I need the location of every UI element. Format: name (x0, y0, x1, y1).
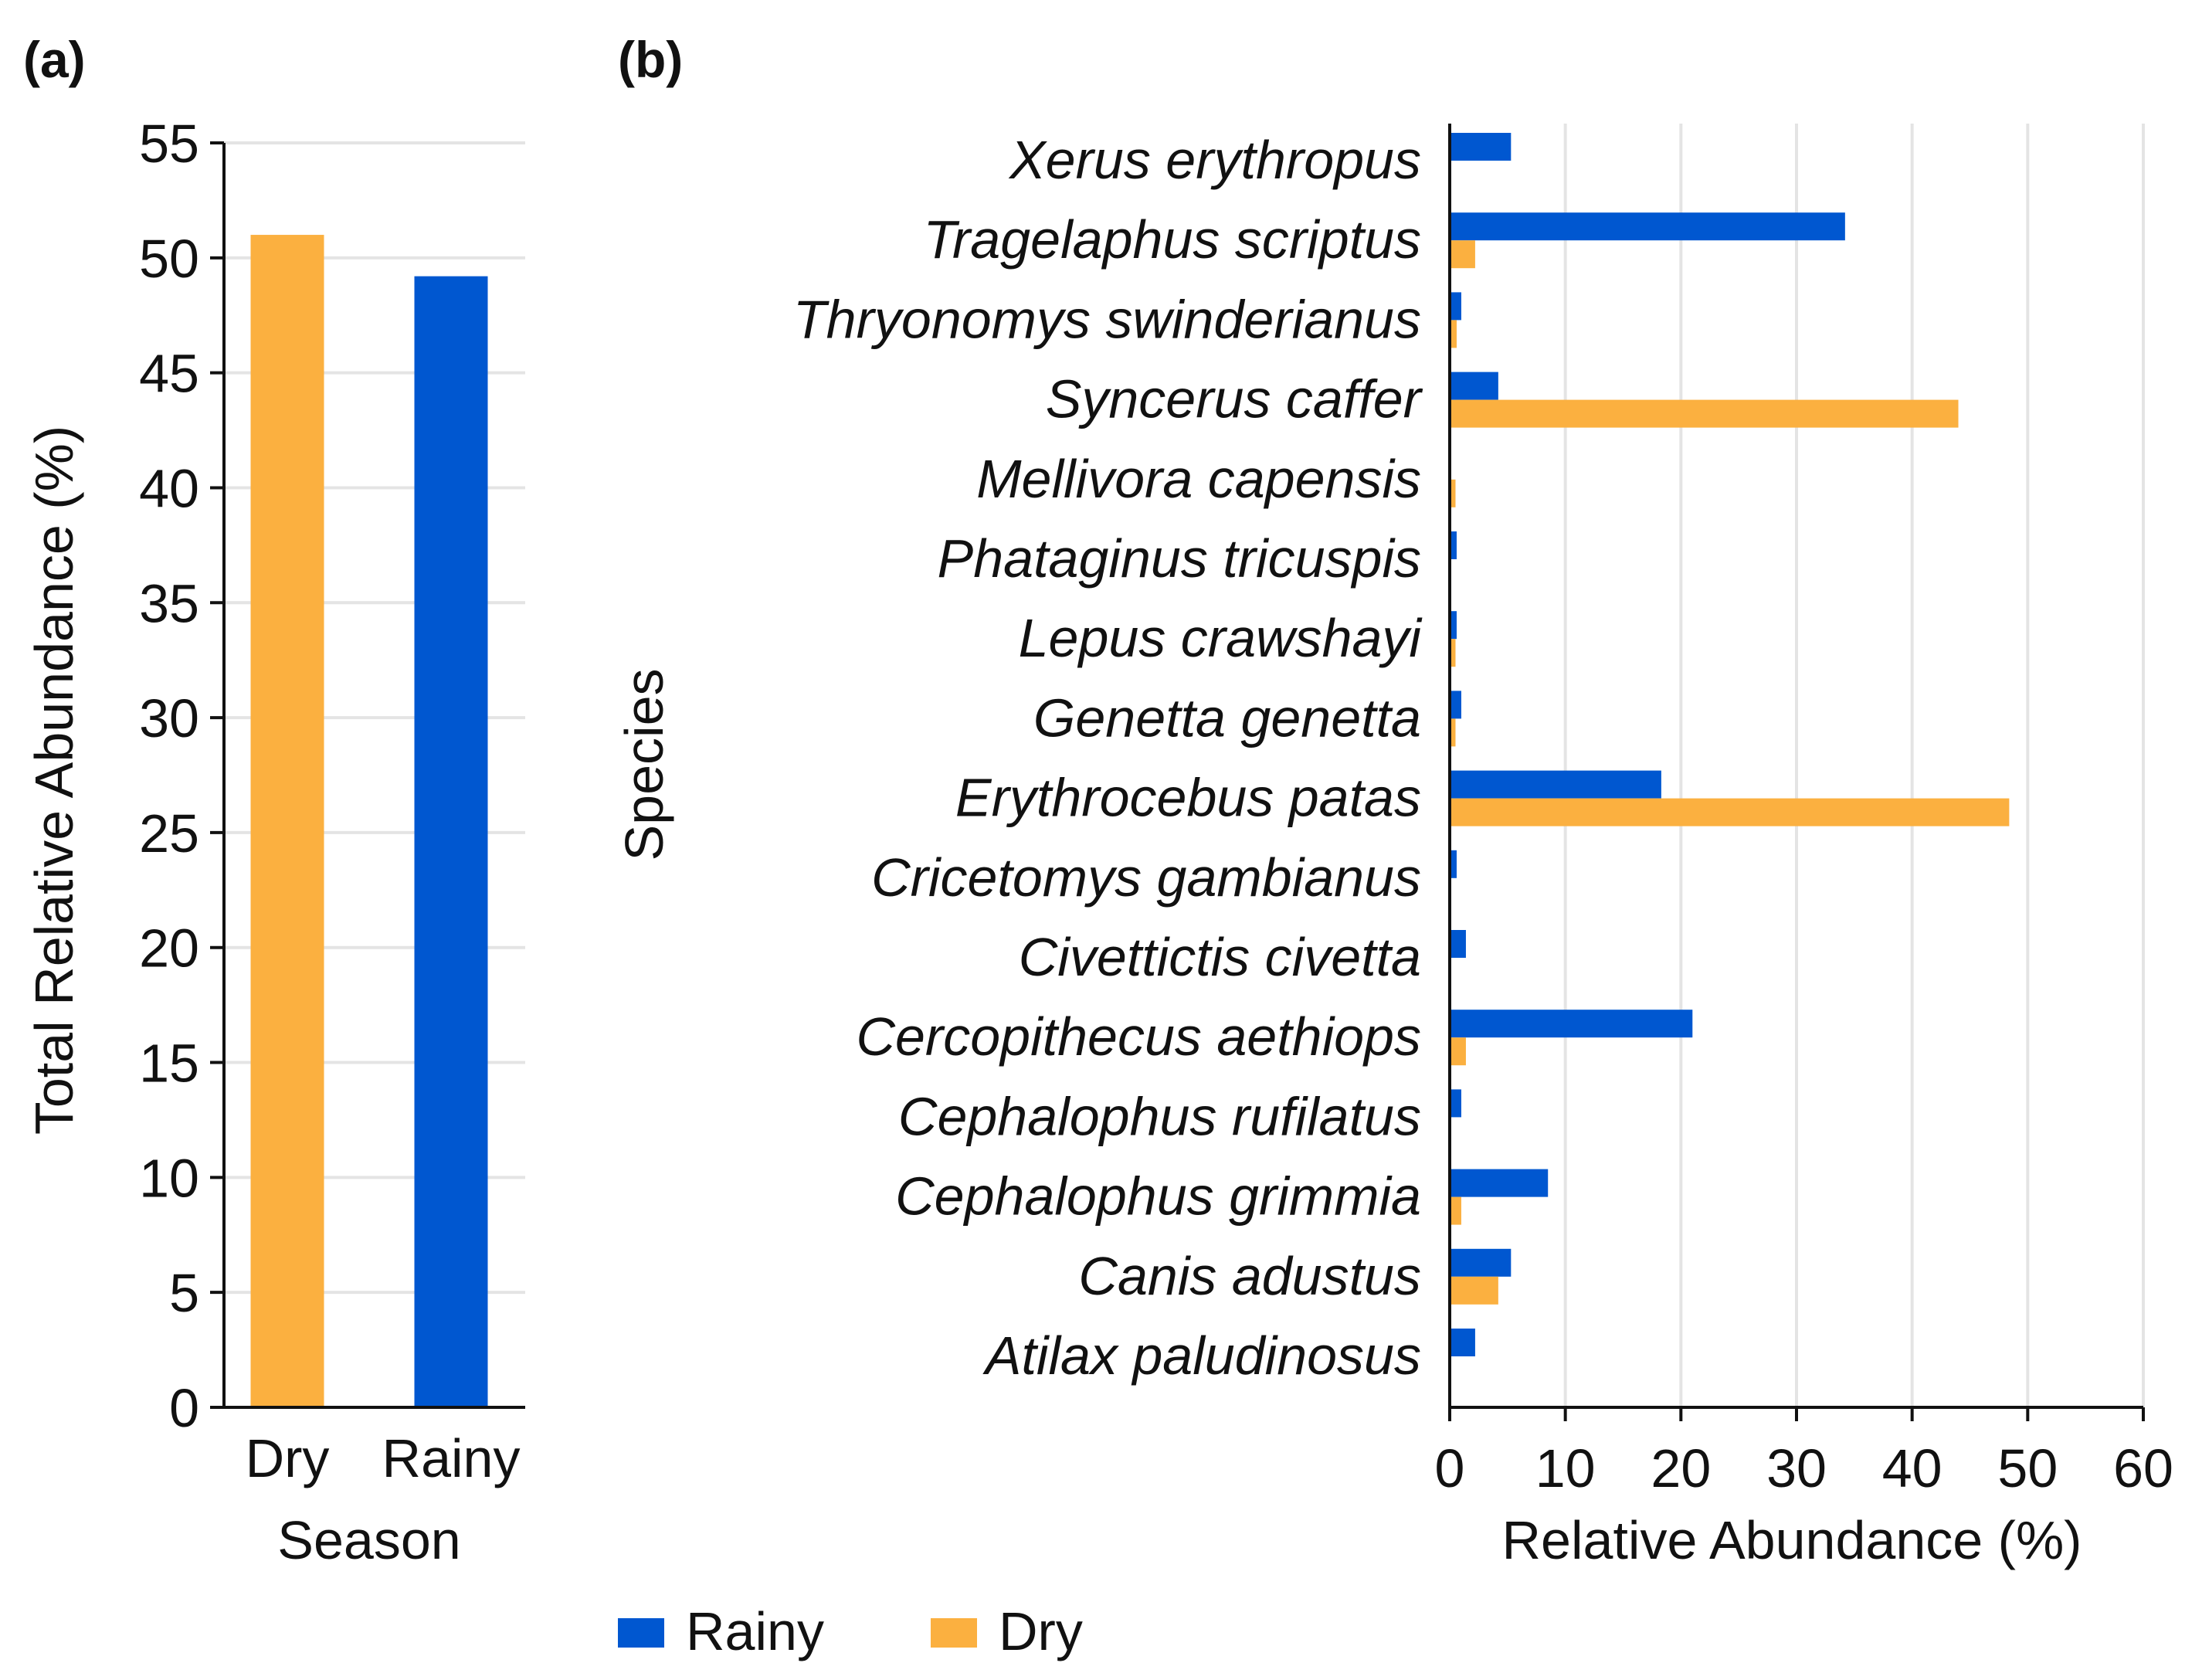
panel-b-x-tick-label: 60 (2113, 1438, 2173, 1498)
legend: Rainy Dry (618, 1601, 1083, 1661)
bar-dry-lepus-crawshayi (1450, 639, 1456, 667)
panel-a-y-tick-label: 45 (139, 344, 199, 404)
panel-a-label: (a) (23, 31, 86, 88)
bar-rainy-cephalophus-rufilatus (1450, 1089, 1461, 1118)
bar-rainy-thryonomys-swinderianus (1450, 292, 1461, 321)
panel-a-y-tick-label: 35 (139, 573, 199, 633)
species-label: Cephalophus rufilatus (898, 1086, 1421, 1146)
panel-b-label: (b) (618, 31, 683, 88)
species-label: Lepus crawshayi (1019, 608, 1423, 668)
bar-rainy-tragelaphus-scriptus (1450, 212, 1845, 241)
panel-b-x-tick-label: 50 (1997, 1438, 2058, 1498)
bar-dry-cephalophus-grimmia (1450, 1196, 1461, 1225)
bar-rainy (414, 276, 488, 1407)
bar-rainy-civettictis-civetta (1450, 930, 1466, 958)
panel-a-bars (250, 235, 488, 1407)
bar-dry-thryonomys-swinderianus (1450, 320, 1457, 348)
species-label: Erythrocebus patas (955, 768, 1421, 828)
panel-b-bars (1450, 133, 2010, 1356)
bar-rainy-genetta-genetta (1450, 691, 1461, 719)
panel-b-x-tick-label: 0 (1435, 1438, 1465, 1498)
bar-dry-canis-adustus (1450, 1276, 1498, 1305)
panel-a-axes (222, 143, 525, 1409)
bar-dry-cercopithecus-aethiops (1450, 1037, 1466, 1066)
panel-a-y-tick-label: 50 (139, 229, 199, 289)
bar-rainy-cephalophus-grimmia (1450, 1169, 1549, 1197)
bar-rainy-phataginus-tricuspis (1450, 531, 1457, 559)
species-label: Mellivora capensis (976, 449, 1421, 509)
panel-a-x-tick-label: Rainy (382, 1428, 521, 1488)
panel-a-y-tick-label: 0 (169, 1378, 199, 1438)
panel-b-gridlines (1563, 124, 2145, 1407)
bar-rainy-cricetomys-gambianus (1450, 850, 1457, 878)
species-label: Thryonomys swinderianus (793, 289, 1421, 349)
bar-dry-erythrocebus-patas (1450, 798, 2010, 826)
bar-dry-mellivora-capensis (1450, 479, 1456, 507)
panel-b: (b) Xerus erythropus Tragelaphus scriptus… (614, 31, 2173, 1570)
panel-b-y-axis-title: Species (614, 668, 674, 860)
panel-a: (a) 0 5 10 15 20 25 30 35 40 45 50 55 Dry Rainy Seas… (23, 31, 525, 1570)
bar-rainy-canis-adustus (1450, 1248, 1512, 1277)
species-label: Cephalophus grimmia (895, 1166, 1421, 1227)
panel-a-y-tick-label: 25 (139, 803, 199, 864)
panel-a-y-tick-label: 15 (139, 1033, 199, 1094)
panel-b-x-ticks: 0 10 20 30 40 50 60 (1435, 1407, 2173, 1498)
legend-label-dry: Dry (999, 1601, 1083, 1661)
bar-dry-syncerus-caffer (1450, 399, 1959, 428)
bar-rainy-syncerus-caffer (1450, 372, 1498, 400)
legend-swatch-rainy (618, 1618, 664, 1648)
species-label: Atilax paludinosus (982, 1325, 1421, 1386)
legend-swatch-dry (931, 1618, 977, 1648)
panel-a-x-ticks: Dry Rainy (246, 1428, 521, 1488)
bar-rainy-lepus-crawshayi (1450, 611, 1457, 640)
bar-rainy-erythrocebus-patas (1450, 770, 1661, 799)
bar-rainy-xerus-erythropus (1450, 133, 1512, 161)
panel-b-x-tick-label: 10 (1535, 1438, 1596, 1498)
panel-b-species-labels: Xerus erythropus Tragelaphus scriptus Thry… (793, 130, 1423, 1386)
bar-rainy-cercopithecus-aethiops (1450, 1010, 1693, 1038)
species-label: Xerus erythropus (1008, 130, 1421, 190)
bar-dry-genetta-genetta (1450, 718, 1456, 747)
species-label: Genetta genetta (1033, 687, 1421, 748)
species-label: Civettictis civetta (1019, 927, 1421, 987)
bar-rainy-atilax-paludinosus (1450, 1329, 1475, 1356)
panel-a-y-ticks: 0 5 10 15 20 25 30 35 40 45 50 55 (139, 114, 224, 1438)
species-label: Tragelaphus scriptus (923, 209, 1421, 270)
species-label: Canis adustus (1078, 1246, 1421, 1306)
panel-a-x-axis-title: Season (277, 1510, 460, 1570)
panel-a-y-tick-label: 10 (139, 1148, 199, 1208)
panel-b-x-tick-label: 40 (1882, 1438, 1942, 1498)
panel-a-y-tick-label: 20 (139, 918, 199, 979)
species-label: Cricetomys gambianus (871, 847, 1421, 908)
panel-a-x-tick-label: Dry (246, 1428, 330, 1488)
species-label: Phataginus tricuspis (938, 528, 1421, 589)
panel-a-y-tick-label: 55 (139, 114, 199, 174)
panel-b-x-axis-title: Relative Abundance (%) (1502, 1510, 2082, 1570)
panel-a-y-tick-label: 30 (139, 688, 199, 748)
species-label: Cercopithecus aethiops (856, 1006, 1421, 1067)
bar-dry (250, 235, 324, 1407)
species-label: Syncerus caffer (1046, 369, 1423, 429)
panel-b-x-tick-label: 20 (1651, 1438, 1711, 1498)
panel-b-x-tick-label: 30 (1766, 1438, 1827, 1498)
bar-dry-tragelaphus-scriptus (1450, 240, 1475, 269)
panel-a-y-axis-title: Total Relative Abundance (%) (24, 426, 84, 1135)
panel-a-y-tick-label: 5 (169, 1263, 199, 1323)
legend-label-rainy: Rainy (686, 1601, 824, 1661)
panel-a-y-tick-label: 40 (139, 458, 199, 518)
